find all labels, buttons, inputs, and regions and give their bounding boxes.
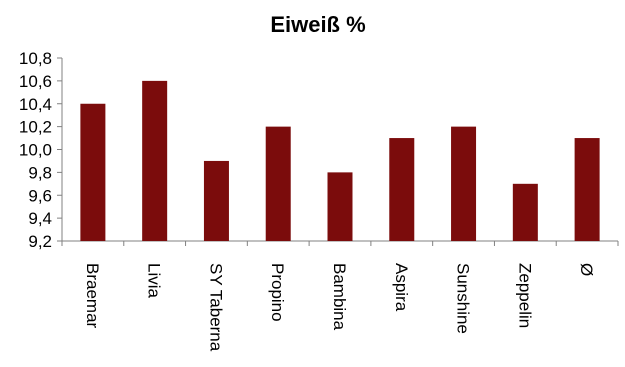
chart-title: Eiweiß % [270, 12, 365, 37]
bar-2 [142, 80, 168, 241]
x-tick-label: Aspira [392, 263, 411, 312]
x-tick-label: SY Taberna [206, 263, 225, 352]
y-tick-label: 10,8 [19, 49, 52, 68]
bar-5 [327, 172, 353, 241]
bar-3 [203, 160, 229, 241]
y-tick-label: 10,0 [19, 141, 52, 160]
x-tick-label: Zeppelin [515, 263, 534, 328]
bar-4 [265, 126, 291, 241]
x-tick-label: Livia [145, 263, 164, 299]
plot-area: 9,2 9,4 9,6 9,8 10,0 10,2 10,4 10,6 10,8 Braemar L… [19, 49, 619, 352]
x-tick-label: Propino [268, 263, 287, 322]
y-tick-label: 10,6 [19, 72, 52, 91]
x-tick-label: Bambina [330, 263, 349, 331]
bar-7 [451, 126, 477, 241]
x-tick-label: Ø [577, 263, 596, 276]
bar-9 [574, 138, 600, 241]
y-tick-label: 10,2 [19, 118, 52, 137]
y-tick-label: 10,4 [19, 95, 52, 114]
x-tick-label: Braemar [83, 263, 102, 329]
y-tick-label: 9,8 [28, 163, 52, 182]
x-tick-label: Sunshine [454, 263, 473, 334]
bar-1 [80, 103, 106, 241]
y-tick-label: 9,4 [28, 209, 52, 228]
y-tick-label: 9,6 [28, 186, 52, 205]
y-tick-label: 9,2 [28, 232, 52, 251]
bar-6 [389, 138, 415, 241]
bar-8 [512, 183, 538, 241]
